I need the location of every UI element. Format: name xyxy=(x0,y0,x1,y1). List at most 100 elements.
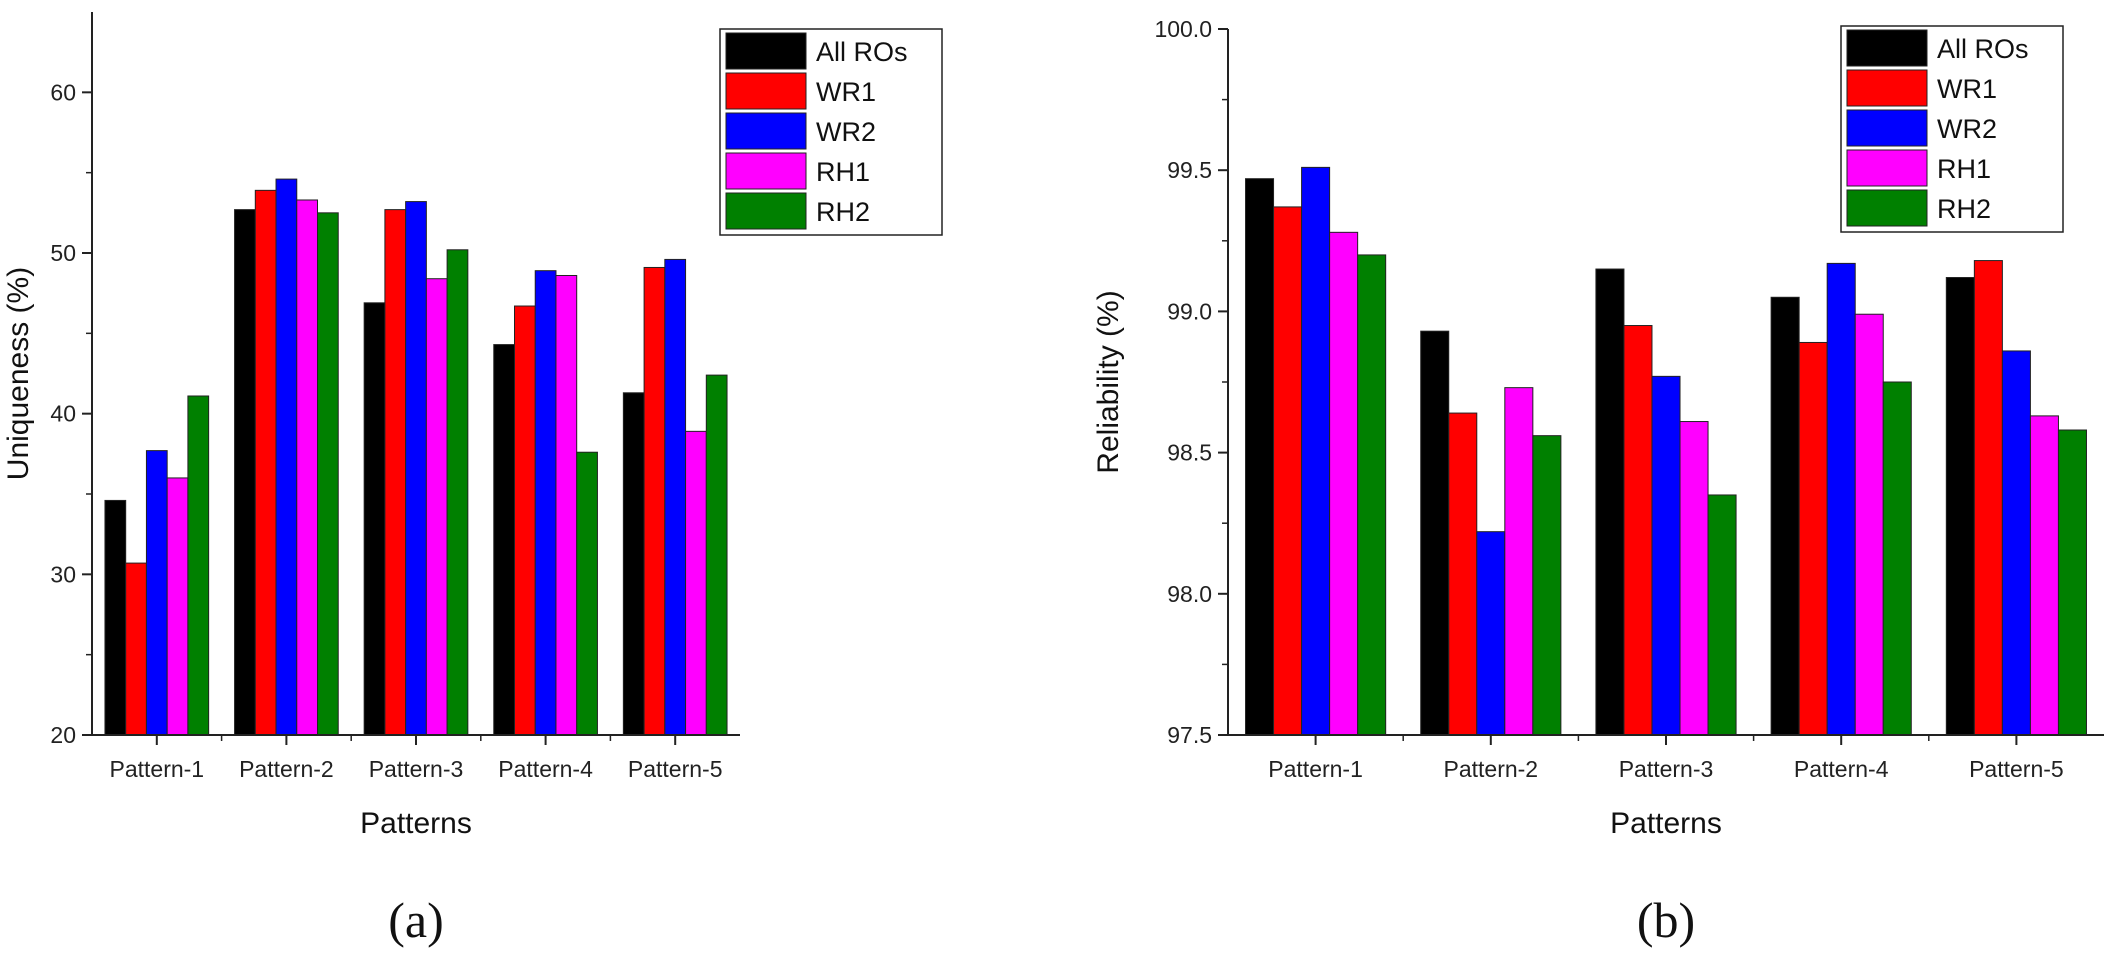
bar-rh2-1 xyxy=(187,395,210,736)
bar-wr1-3 xyxy=(384,209,407,736)
bar-wr1-2 xyxy=(254,189,277,736)
bar-all-ros-5 xyxy=(1945,277,1975,736)
bar-wr1-2 xyxy=(1448,412,1478,736)
bar-wr1-5 xyxy=(1973,260,2003,736)
bar-wr1-5 xyxy=(643,266,666,736)
bar-rh1-5 xyxy=(2029,415,2059,736)
bar-rh1-2 xyxy=(1504,387,1534,736)
bar-rh2-4 xyxy=(576,451,598,736)
bar-rh1-2 xyxy=(296,199,319,736)
legend-swatch-rh2 xyxy=(1846,189,1928,227)
legend-swatch-all-ros xyxy=(1846,29,1928,67)
legend-label: WR1 xyxy=(1937,74,1997,104)
bar-wr1-4 xyxy=(513,305,536,736)
bar-rh1-3 xyxy=(1679,421,1709,736)
bar-all-ros-4 xyxy=(1770,296,1800,736)
y-tick-label: 100.0 xyxy=(1154,16,1212,42)
y-tick-label: 98.0 xyxy=(1167,581,1212,607)
bar-rh2-3 xyxy=(1707,494,1737,736)
panel-label: (a) xyxy=(388,892,444,948)
bar-wr2-2 xyxy=(1476,531,1506,736)
bar-all-ros-1 xyxy=(1245,178,1275,736)
x-tick-label: Pattern-2 xyxy=(1443,756,1538,782)
bar-rh1-1 xyxy=(1329,231,1359,736)
x-tick-label: Pattern-1 xyxy=(109,756,204,782)
y-tick-label: 97.5 xyxy=(1167,722,1212,748)
bar-wr2-1 xyxy=(145,450,168,736)
legend-swatch-wr1 xyxy=(725,72,807,110)
bar-wr2-5 xyxy=(664,258,687,736)
legend-label: WR1 xyxy=(816,77,876,107)
bar-all-ros-2 xyxy=(234,209,256,736)
legend-swatch-wr2 xyxy=(1846,109,1928,147)
bar-rh2-4 xyxy=(1882,381,1912,736)
bar-wr2-4 xyxy=(1826,262,1856,736)
bar-all-ros-3 xyxy=(1595,268,1625,736)
chart-reliability: 97.5 98.0 98.5 99.0 99.5 100.0 Pattern-1 Patter… xyxy=(1092,16,2104,948)
legend-label: WR2 xyxy=(1937,114,1997,144)
x-axis-title: Patterns xyxy=(1610,807,1722,840)
legend-swatch-rh1 xyxy=(1846,149,1928,187)
bar-wr2-3 xyxy=(405,201,427,736)
x-tick-label: Pattern-1 xyxy=(1268,756,1363,782)
bar-wr1-4 xyxy=(1798,341,1828,736)
x-tick-label: Pattern-2 xyxy=(239,756,334,782)
legend-swatch-rh2 xyxy=(725,192,807,230)
x-tick-label: Pattern-5 xyxy=(1969,756,2064,782)
x-tick-label: Pattern-3 xyxy=(1619,756,1714,782)
bar-rh1-5 xyxy=(685,430,707,736)
legend-swatch-wr2 xyxy=(725,112,807,150)
x-tick-label: Pattern-3 xyxy=(369,756,464,782)
bar-rh2-3 xyxy=(446,249,469,736)
legend-label: All ROs xyxy=(816,37,908,67)
bar-wr1-1 xyxy=(125,562,147,736)
legend-label: RH2 xyxy=(816,197,870,227)
bar-rh2-1 xyxy=(1357,254,1387,736)
y-axis-title: Reliability (%) xyxy=(1092,290,1125,473)
y-tick-label: 60 xyxy=(50,79,76,105)
legend-swatch-rh1 xyxy=(725,152,807,190)
bar-rh2-5 xyxy=(2057,429,2087,736)
y-tick-label: 50 xyxy=(50,240,76,266)
y-axis-title: Uniqueness (%) xyxy=(2,267,35,480)
x-tick-label: Pattern-4 xyxy=(498,756,593,782)
y-tick-label: 20 xyxy=(50,722,76,748)
bar-wr2-3 xyxy=(1651,375,1681,736)
y-tick-label: 30 xyxy=(50,561,76,587)
bar-rh2-5 xyxy=(705,374,728,736)
bar-wr1-3 xyxy=(1623,325,1653,736)
legend-label: RH1 xyxy=(816,157,870,187)
bar-wr2-2 xyxy=(275,178,298,736)
bar-all-ros-4 xyxy=(493,344,515,736)
legend-swatch-wr1 xyxy=(1846,69,1928,107)
legend-label: RH2 xyxy=(1937,194,1991,224)
bar-wr2-1 xyxy=(1301,166,1331,736)
y-tick-label: 98.5 xyxy=(1167,440,1212,466)
bar-rh2-2 xyxy=(317,212,339,736)
bar-all-ros-3 xyxy=(363,302,386,736)
bar-rh2-2 xyxy=(1532,435,1562,736)
bar-wr2-5 xyxy=(2001,350,2031,736)
panel-label: (b) xyxy=(1637,892,1695,948)
x-tick-label: Pattern-5 xyxy=(628,756,723,782)
bar-rh1-4 xyxy=(555,274,578,736)
y-tick-label: 40 xyxy=(50,401,76,427)
bar-wr2-4 xyxy=(534,270,557,736)
x-axis-title: Patterns xyxy=(360,807,472,840)
y-tick-label: 99.0 xyxy=(1167,298,1212,324)
bar-all-ros-5 xyxy=(622,392,645,736)
legend-label: RH1 xyxy=(1937,154,1991,184)
bar-wr1-1 xyxy=(1273,206,1303,736)
legend-label: All ROs xyxy=(1937,34,2029,64)
chart-uniqueness: 20 30 40 50 60 Pattern-1 Pattern-2 Pattern-3 Pat… xyxy=(2,12,943,948)
bar-all-ros-1 xyxy=(104,499,127,736)
y-tick-label: 99.5 xyxy=(1167,157,1212,183)
legend-label: WR2 xyxy=(816,117,876,147)
legend-swatch-all-ros xyxy=(725,32,807,70)
bar-all-ros-2 xyxy=(1420,330,1450,736)
bar-rh1-4 xyxy=(1854,313,1884,736)
bar-rh1-1 xyxy=(166,477,189,736)
x-tick-label: Pattern-4 xyxy=(1794,756,1889,782)
bar-rh1-3 xyxy=(425,278,448,736)
